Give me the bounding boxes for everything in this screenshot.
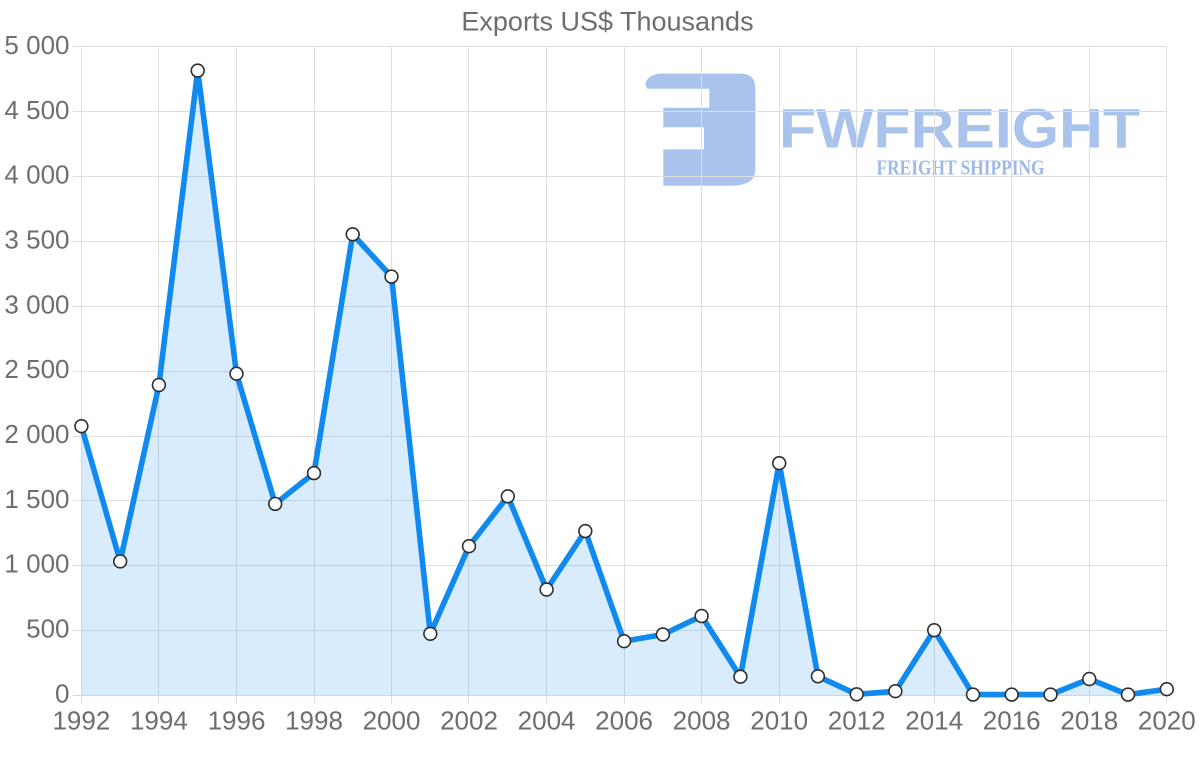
svg-text:1996: 1996 — [208, 706, 266, 736]
svg-text:1994: 1994 — [130, 706, 188, 736]
svg-text:2008: 2008 — [673, 706, 731, 736]
svg-text:500: 500 — [26, 614, 69, 644]
svg-text:1992: 1992 — [52, 706, 110, 736]
svg-text:4 000: 4 000 — [4, 160, 69, 190]
svg-text:FWFREIGHT: FWFREIGHT — [779, 97, 1140, 160]
svg-text:2002: 2002 — [440, 706, 498, 736]
svg-text:0: 0 — [55, 678, 69, 708]
svg-text:4 500: 4 500 — [4, 95, 69, 125]
svg-text:2012: 2012 — [828, 706, 886, 736]
svg-text:3 500: 3 500 — [4, 225, 69, 255]
svg-text:2010: 2010 — [750, 706, 808, 736]
svg-text:1 500: 1 500 — [4, 484, 69, 514]
svg-text:2016: 2016 — [983, 706, 1041, 736]
svg-text:1 000: 1 000 — [4, 549, 69, 579]
svg-text:5 000: 5 000 — [4, 30, 69, 60]
svg-text:2006: 2006 — [595, 706, 653, 736]
svg-text:2014: 2014 — [905, 706, 963, 736]
svg-text:2 000: 2 000 — [4, 419, 69, 449]
svg-text:3 000: 3 000 — [4, 289, 69, 319]
svg-text:2018: 2018 — [1060, 706, 1118, 736]
svg-text:Exports US$ Thousands: Exports US$ Thousands — [461, 7, 753, 37]
svg-text:2000: 2000 — [363, 706, 421, 736]
svg-text:2004: 2004 — [518, 706, 576, 736]
svg-text:FREIGHT SHIPPING: FREIGHT SHIPPING — [877, 156, 1045, 180]
svg-text:1998: 1998 — [285, 706, 343, 736]
svg-text:2020: 2020 — [1138, 706, 1196, 736]
svg-text:2 500: 2 500 — [4, 354, 69, 384]
